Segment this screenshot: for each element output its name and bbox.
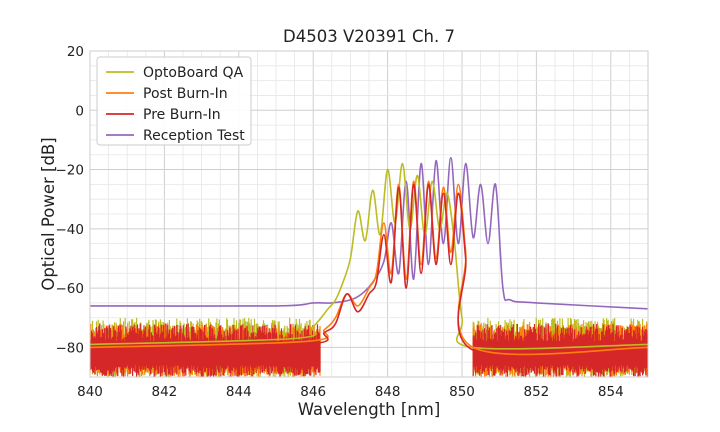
x-tick-label: 842 (152, 384, 178, 400)
x-tick-label: 854 (598, 384, 624, 400)
y-tick-label: −20 (56, 163, 85, 179)
x-tick-label: 840 (77, 384, 103, 400)
y-tick-label: −80 (56, 340, 85, 356)
y-tick-labels: 20 0 −20 −40 −60 −80 (56, 44, 85, 356)
plot-frame (89, 50, 649, 378)
legend-label: Pre Burn-In (143, 107, 221, 123)
series-line-optoboard-qa (90, 162, 648, 350)
legend-label: OptoBoard QA (143, 65, 244, 81)
legend: OptoBoard QA Post Burn-In Pre Burn-In Recep… (96, 56, 252, 146)
legend-label: Post Burn-In (143, 86, 228, 102)
x-tick-labels: 840 842 844 846 848 850 852 854 (77, 384, 624, 400)
x-axis-label: Wavelength [nm] (298, 400, 441, 419)
y-tick-label: 20 (67, 44, 84, 60)
series-line-reception-test (90, 156, 648, 310)
x-tick-label: 846 (300, 384, 326, 400)
y-tick-label: 0 (75, 103, 84, 119)
y-tick-label: −40 (56, 222, 85, 238)
y-tick-label: −60 (56, 281, 85, 297)
legend-label: Reception Test (143, 128, 245, 144)
x-tick-label: 852 (524, 384, 550, 400)
x-tick-label: 850 (449, 384, 475, 400)
series-lines (90, 156, 648, 358)
series-line-post-burn-in (90, 180, 648, 356)
y-axis-label: Optical Power [dB] (39, 137, 58, 290)
x-tick-label: 848 (375, 384, 401, 400)
chart-title: D4503 V20391 Ch. 7 (283, 27, 455, 46)
legend-box (96, 56, 252, 146)
series-line-pre-burn-in (90, 183, 648, 358)
x-tick-label: 844 (226, 384, 252, 400)
